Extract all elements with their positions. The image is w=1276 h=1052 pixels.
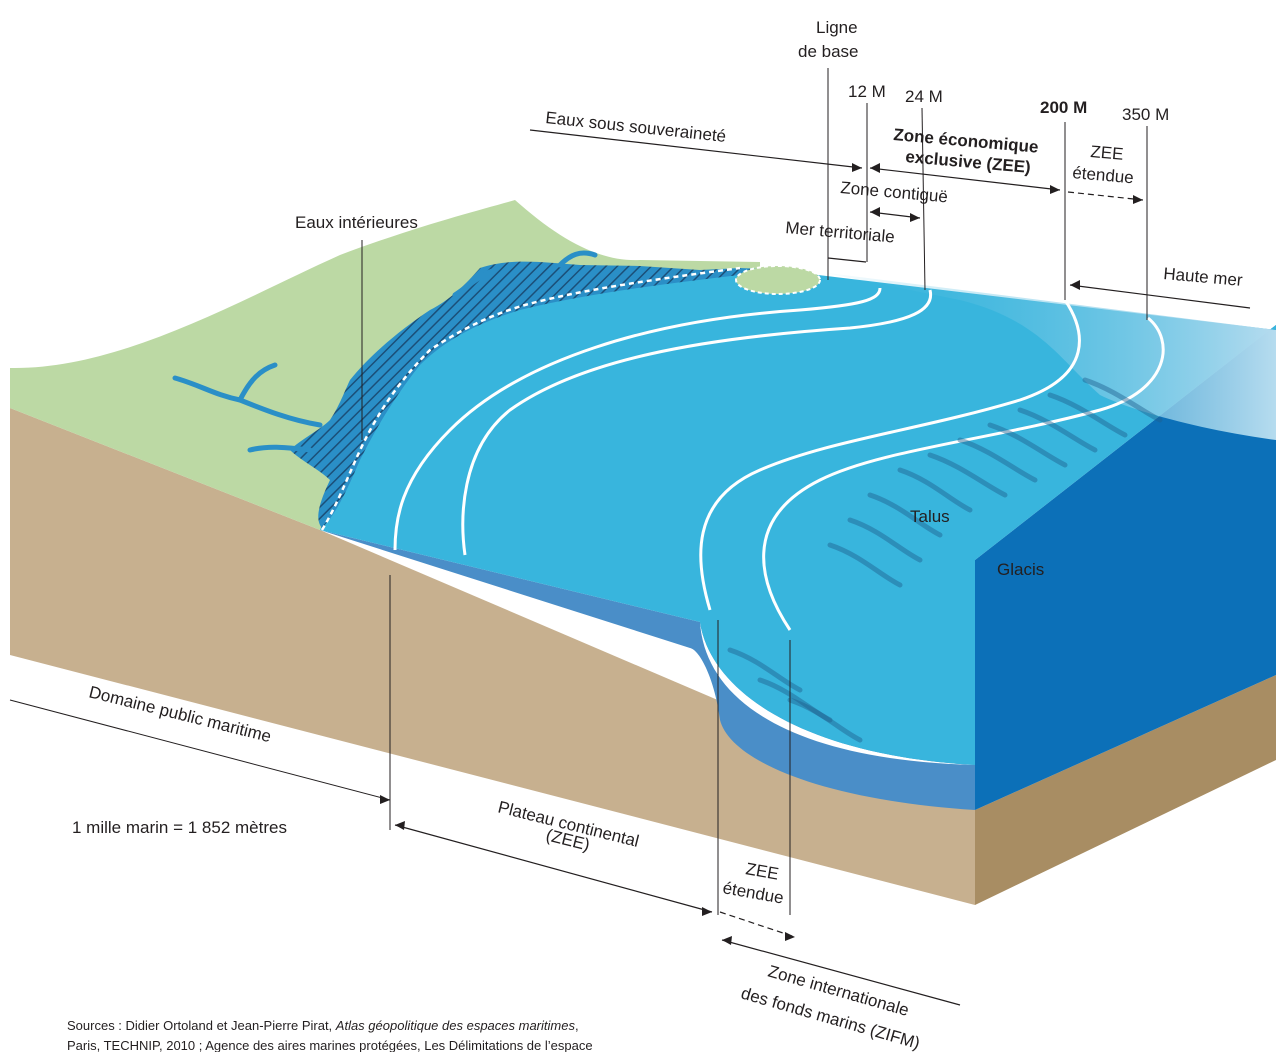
arrow-heads (380, 163, 1143, 945)
rivers (172, 250, 598, 453)
sea-deep-side-face (975, 325, 1276, 810)
label-12m: 12 M (848, 82, 886, 101)
label-zee-etendue-bottom-1: ZEE (744, 859, 780, 883)
label-de-base: de base (798, 42, 859, 61)
zone-arrows (394, 129, 1251, 1006)
interior-waters-hatch (290, 261, 780, 528)
label-zee-etendue-top-1: ZEE (1090, 142, 1125, 164)
slope-ripples (727, 377, 1163, 743)
soil-front-face (10, 408, 975, 905)
label-zone-contigue: Zone contiguë (840, 178, 949, 206)
label-haute-mer: Haute mer (1163, 264, 1244, 290)
sea-front-face (320, 530, 975, 810)
label-ligne: Ligne (816, 18, 858, 37)
label-mer-territoriale: Mer territoriale (785, 218, 896, 246)
label-eaux-interieures: Eaux intérieures (295, 213, 418, 232)
label-glacis: Glacis (997, 560, 1044, 579)
leader-lines (9, 68, 1148, 915)
soil-side-face (975, 675, 1276, 905)
label-eaux-sous-souverainete: Eaux sous souveraineté (545, 108, 727, 146)
zone-boundaries (393, 287, 1165, 631)
label-350m: 350 M (1122, 105, 1169, 124)
sources-line1: Sources : Didier Ortoland et Jean-Pierre… (67, 1018, 579, 1033)
label-200m: 200 M (1040, 98, 1087, 117)
label-mille-marin: 1 mille marin = 1 852 mètres (72, 818, 287, 837)
island (735, 265, 821, 295)
baseline-dashed (320, 266, 741, 531)
sources-line2: Paris, TECHNIP, 2010 ; Agence des aires … (67, 1038, 593, 1052)
label-talus: Talus (910, 507, 950, 526)
high-sea-surface (820, 272, 1276, 440)
label-24m: 24 M (905, 87, 943, 106)
label-zee-etendue-top-2: étendue (1072, 163, 1135, 187)
